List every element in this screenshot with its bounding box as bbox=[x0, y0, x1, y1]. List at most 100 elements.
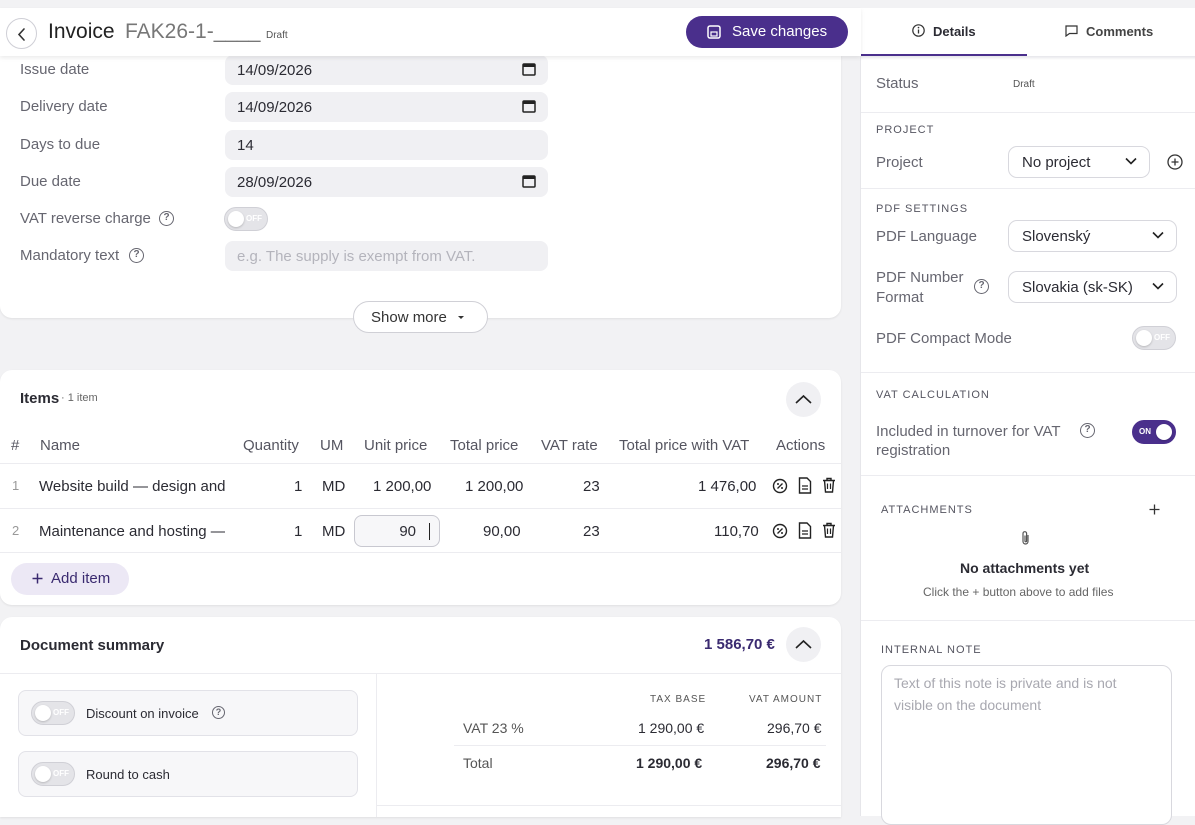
toggle-knob bbox=[35, 766, 51, 782]
calendar-icon[interactable] bbox=[522, 62, 536, 76]
tab-comments[interactable]: Comments bbox=[1027, 8, 1195, 56]
vat-reverse-charge-toggle[interactable]: OFF bbox=[224, 207, 268, 231]
text-cursor bbox=[429, 523, 430, 540]
document-icon[interactable] bbox=[798, 522, 812, 539]
add-attachment-icon[interactable] bbox=[1149, 504, 1160, 515]
col-quantity: Quantity bbox=[243, 437, 299, 454]
discount-icon[interactable] bbox=[772, 478, 788, 494]
section-divider bbox=[861, 112, 1195, 113]
top-header: Invoice FAK26-1-____ Draft Save changes bbox=[0, 8, 861, 56]
total-amount: 296,70 € bbox=[766, 755, 821, 771]
discount-toggle[interactable]: OFF bbox=[31, 701, 75, 725]
due-date-value: 28/09/2026 bbox=[237, 174, 313, 191]
item-quantity[interactable]: 1 bbox=[294, 523, 303, 540]
discount-icon[interactable] bbox=[772, 523, 788, 539]
paperclip-icon bbox=[1022, 531, 1029, 545]
add-project-icon[interactable] bbox=[1167, 154, 1183, 170]
project-select-value: No project bbox=[1022, 154, 1091, 171]
item-name[interactable]: Maintenance and hosting — bbox=[39, 523, 225, 540]
collapse-summary-button[interactable] bbox=[786, 627, 821, 662]
show-more-label: Show more bbox=[371, 309, 447, 326]
attachments-section-title: ATTACHMENTS bbox=[881, 504, 973, 516]
pdf-compact-mode-toggle[interactable]: OFF bbox=[1132, 326, 1176, 350]
help-icon[interactable]: ? bbox=[212, 706, 225, 719]
details-sidebar: Details Comments Status Draft PROJECT Pr… bbox=[861, 8, 1195, 825]
total-label: Total bbox=[463, 755, 493, 771]
help-icon[interactable]: ? bbox=[129, 248, 144, 263]
sidebar-border bbox=[860, 8, 861, 816]
help-icon[interactable]: ? bbox=[974, 279, 989, 294]
pdf-settings-section-title: PDF SETTINGS bbox=[876, 203, 969, 215]
pdf-number-format-value: Slovakia (sk-SK) bbox=[1022, 279, 1133, 296]
tab-details-label: Details bbox=[933, 24, 976, 39]
item-um[interactable]: MD bbox=[322, 523, 346, 540]
delivery-date-input[interactable]: 14/09/2026 bbox=[225, 92, 548, 122]
item-unit-price[interactable]: 1 200,00 bbox=[373, 478, 432, 495]
section-divider bbox=[861, 188, 1195, 189]
summary-divider bbox=[0, 673, 841, 674]
toggle-state: OFF bbox=[1154, 333, 1170, 342]
save-button-label: Save changes bbox=[732, 23, 828, 40]
pdf-number-format-label-2: Format bbox=[876, 289, 924, 306]
issue-date-input[interactable]: 14/09/2026 bbox=[225, 55, 548, 85]
unit-price-input[interactable]: 90 bbox=[354, 515, 440, 547]
chevron-up-icon bbox=[795, 394, 812, 404]
document-icon[interactable] bbox=[798, 477, 812, 494]
vat-turnover-toggle[interactable]: ON bbox=[1132, 420, 1176, 444]
page-title: Invoice bbox=[48, 20, 115, 43]
toggle-knob bbox=[1156, 424, 1172, 440]
vat-amount-header: VAT AMOUNT bbox=[749, 694, 823, 705]
round-to-cash-label: Round to cash bbox=[86, 767, 170, 782]
chevron-down-icon bbox=[1125, 157, 1137, 165]
section-divider bbox=[861, 475, 1195, 476]
collapse-items-button[interactable] bbox=[786, 382, 821, 417]
project-select[interactable]: No project bbox=[1008, 146, 1150, 178]
unit-price-value: 90 bbox=[399, 523, 416, 540]
col-um: UM bbox=[320, 437, 344, 454]
vat-calculation-section-title: VAT CALCULATION bbox=[876, 389, 990, 401]
delivery-date-value: 14/09/2026 bbox=[237, 99, 313, 116]
toggle-state: OFF bbox=[246, 214, 262, 223]
trash-icon[interactable] bbox=[822, 522, 836, 538]
trash-icon[interactable] bbox=[822, 477, 836, 493]
back-button[interactable] bbox=[6, 18, 37, 49]
tax-base-header: TAX BASE bbox=[650, 694, 707, 705]
item-vat-rate[interactable]: 23 bbox=[583, 523, 600, 540]
help-icon[interactable]: ? bbox=[159, 211, 174, 226]
show-more-button[interactable]: Show more bbox=[353, 301, 488, 333]
row-number: 1 bbox=[12, 478, 20, 493]
chevron-down-icon bbox=[1152, 231, 1164, 239]
save-button[interactable]: Save changes bbox=[686, 16, 848, 48]
status-label: Status bbox=[876, 75, 919, 92]
calendar-icon[interactable] bbox=[522, 174, 536, 188]
items-count: · 1 item bbox=[61, 392, 98, 404]
status-badge: Draft bbox=[266, 30, 288, 41]
save-icon bbox=[707, 25, 721, 39]
toggle-knob bbox=[1136, 330, 1152, 346]
pdf-language-value: Slovenský bbox=[1022, 228, 1091, 245]
plus-icon bbox=[32, 573, 43, 584]
summary-bottom-divider bbox=[377, 805, 841, 806]
row-divider bbox=[0, 552, 841, 553]
item-quantity[interactable]: 1 bbox=[294, 478, 303, 495]
item-vat-rate[interactable]: 23 bbox=[583, 478, 600, 495]
project-section-title: PROJECT bbox=[876, 124, 935, 136]
due-date-input[interactable]: 28/09/2026 bbox=[225, 167, 548, 197]
mandatory-text-input[interactable]: e.g. The supply is exempt from VAT. bbox=[225, 241, 548, 271]
section-divider bbox=[861, 372, 1195, 373]
pdf-language-select[interactable]: Slovenský bbox=[1008, 220, 1177, 252]
add-item-label: Add item bbox=[51, 570, 111, 587]
add-item-button[interactable]: Add item bbox=[11, 563, 129, 595]
item-um[interactable]: MD bbox=[322, 478, 346, 495]
round-to-cash-toggle[interactable]: OFF bbox=[31, 762, 75, 786]
issue-date-value: 14/09/2026 bbox=[237, 62, 313, 79]
tab-details[interactable]: Details bbox=[861, 8, 1027, 56]
days-to-due-input[interactable]: 14 bbox=[225, 130, 548, 160]
internal-note-textarea[interactable]: Text of this note is private and is not … bbox=[881, 665, 1172, 825]
calendar-icon[interactable] bbox=[522, 99, 536, 113]
vat-row-amount: 296,70 € bbox=[767, 720, 822, 736]
pdf-number-format-select[interactable]: Slovakia (sk-SK) bbox=[1008, 271, 1177, 303]
help-icon[interactable]: ? bbox=[1080, 423, 1095, 438]
item-name[interactable]: Website build — design and bbox=[39, 478, 225, 495]
chevron-up-icon bbox=[795, 639, 812, 649]
